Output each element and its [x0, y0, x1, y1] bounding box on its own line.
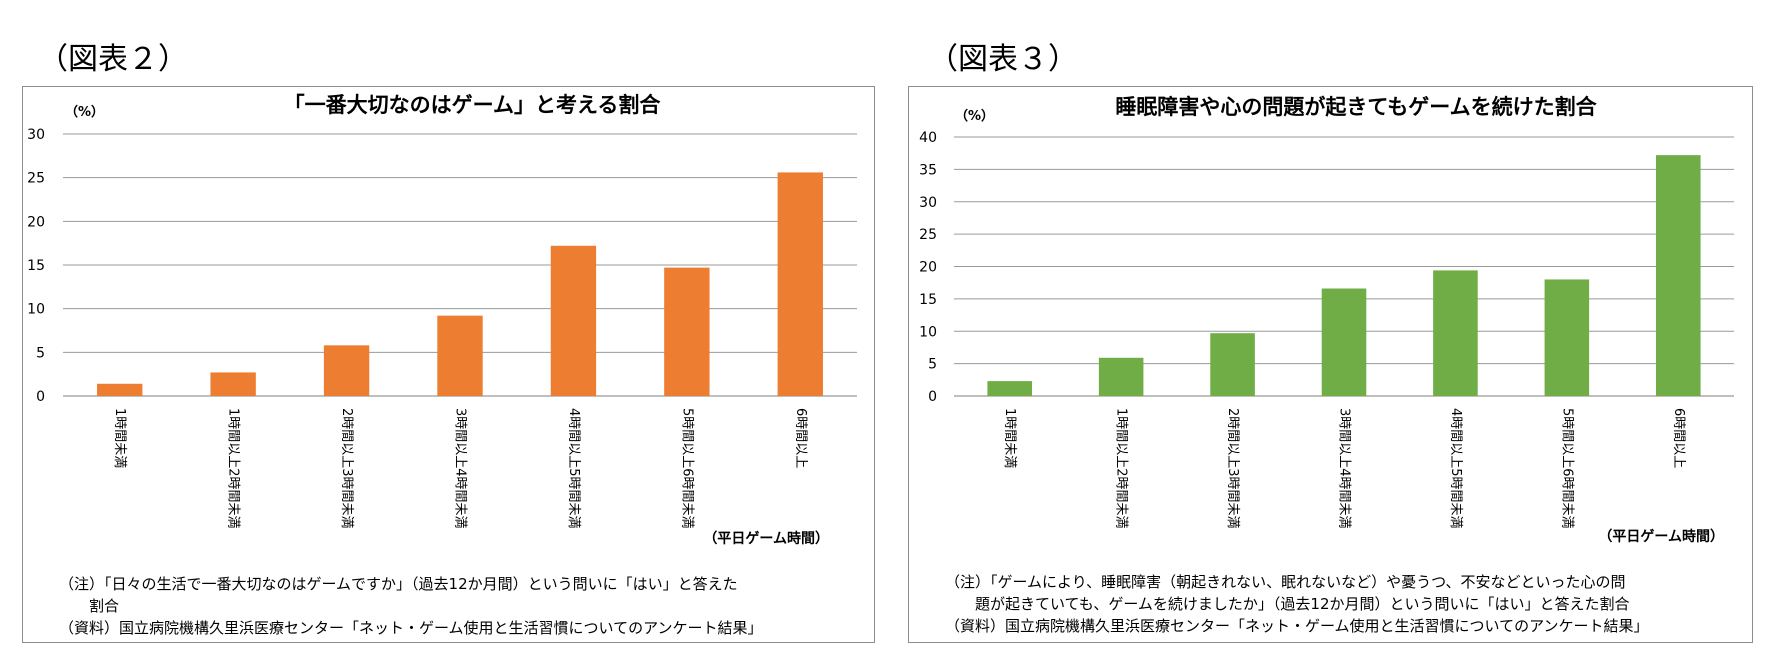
- chart-panel-2: 「一番大切なのはゲーム」と考える割合 （%） 0 5 10 15 20 25 30 1時間未満 1時…: [22, 86, 875, 643]
- chart-3-note-line-2: 題が起きていても、ゲームを続けましたか」（過去12か月間）という問いに「はい」と…: [975, 595, 1630, 613]
- y-tick-label: 15: [27, 258, 45, 274]
- bar-7: [1656, 155, 1701, 396]
- y-tick-label: 20: [27, 214, 45, 230]
- x-category-label: 3時間以上4時間未満: [453, 408, 468, 529]
- bar-2: [210, 372, 256, 396]
- chart-3-note-line-1: （注）「ゲームにより、睡眠障害（朝起きれない、眠れないなど）や憂うつ、不安などと…: [945, 573, 1626, 591]
- y-tick-label: 30: [27, 127, 45, 143]
- bar-7: [777, 172, 823, 396]
- bar-5: [550, 245, 597, 396]
- chart-2-svg: 「一番大切なのはゲーム」と考える割合 （%） 0 5 10 15 20 25 30 1時間未満 1時…: [27, 93, 857, 547]
- x-category-label: 4時間以上5時間未満: [566, 408, 581, 529]
- x-axis-title: （平日ゲーム時間）: [703, 530, 829, 547]
- y-tick-label: 30: [919, 195, 937, 211]
- y-tick-label: 40: [919, 130, 937, 146]
- x-category-label: 2時間以上3時間未満: [339, 408, 354, 529]
- bar-1: [97, 383, 143, 396]
- chart-3-source: （資料）国立病院機構久里浜医療センター「ネット・ゲーム使用と生活習慣についてのア…: [945, 617, 1649, 635]
- x-category-label: 1時間未満: [112, 408, 127, 468]
- bar-4: [1321, 288, 1367, 396]
- y-tick-label: 15: [919, 292, 937, 308]
- y-unit-label: （%）: [65, 104, 104, 120]
- y-tick-label: 10: [919, 324, 937, 340]
- y-tick-label: 25: [919, 227, 937, 243]
- x-category-label: 5時間以上6時間未満: [1559, 408, 1574, 529]
- bar-3: [323, 345, 370, 396]
- x-category-label: 2時間以上3時間未満: [1225, 408, 1240, 529]
- bar-5: [1433, 270, 1478, 396]
- y-tick-label: 35: [919, 162, 937, 178]
- bar-1: [987, 381, 1032, 396]
- x-category-label: 6時間以上: [793, 408, 808, 468]
- x-category-label: 1時間以上2時間未満: [1114, 408, 1129, 529]
- chart-3-svg: 睡眠障害や心の問題が起きてもゲームを続けた割合 （%） 0 5 10 15 20 25 30 35…: [919, 95, 1734, 545]
- y-tick-label: 10: [27, 302, 45, 318]
- y-tick-label: 5: [36, 345, 45, 361]
- bar-2: [1098, 357, 1144, 396]
- y-tick-label: 25: [27, 171, 45, 187]
- y-tick-label: 20: [919, 260, 937, 276]
- y-tick-label: 0: [928, 389, 937, 405]
- y-tick-label: 0: [36, 389, 45, 405]
- x-category-label: 6時間以上: [1671, 408, 1686, 468]
- x-category-label: 4時間以上5時間未満: [1448, 408, 1463, 529]
- chart-panel-3: 睡眠障害や心の問題が起きてもゲームを続けた割合 （%） 0 5 10 15 20 25 30 35…: [908, 86, 1753, 643]
- bar-3: [1210, 333, 1255, 396]
- bar-6: [664, 267, 710, 396]
- chart-2-source: （資料）国立病院機構久里浜医療センター「ネット・ゲーム使用と生活習慣についてのア…: [59, 619, 763, 637]
- figure-label-2: （図表２）: [38, 42, 188, 77]
- bar-4: [437, 315, 483, 396]
- chart-2-note-line-2: 割合: [89, 597, 120, 615]
- chart-2-title: 「一番大切なのはゲーム」と考える割合: [284, 93, 662, 117]
- y-unit-label: （%）: [955, 108, 994, 124]
- chart-2-note-line-1: （注）「日々の生活で一番大切なのはゲームですか」（過去12か月間）という問いに「…: [59, 575, 738, 593]
- x-category-label: 1時間未満: [1002, 408, 1017, 468]
- x-category-label: 1時間以上2時間未満: [226, 408, 241, 529]
- chart-3-title: 睡眠障害や心の問題が起きてもゲームを続けた割合: [1115, 95, 1597, 119]
- bar-6: [1544, 279, 1590, 396]
- x-category-label: 3時間以上4時間未満: [1337, 408, 1352, 529]
- figure-label-3: （図表３）: [928, 42, 1078, 77]
- x-axis-title: （平日ゲーム時間）: [1598, 528, 1724, 545]
- y-tick-label: 5: [928, 357, 937, 373]
- x-category-label: 5時間以上6時間未満: [679, 408, 694, 529]
